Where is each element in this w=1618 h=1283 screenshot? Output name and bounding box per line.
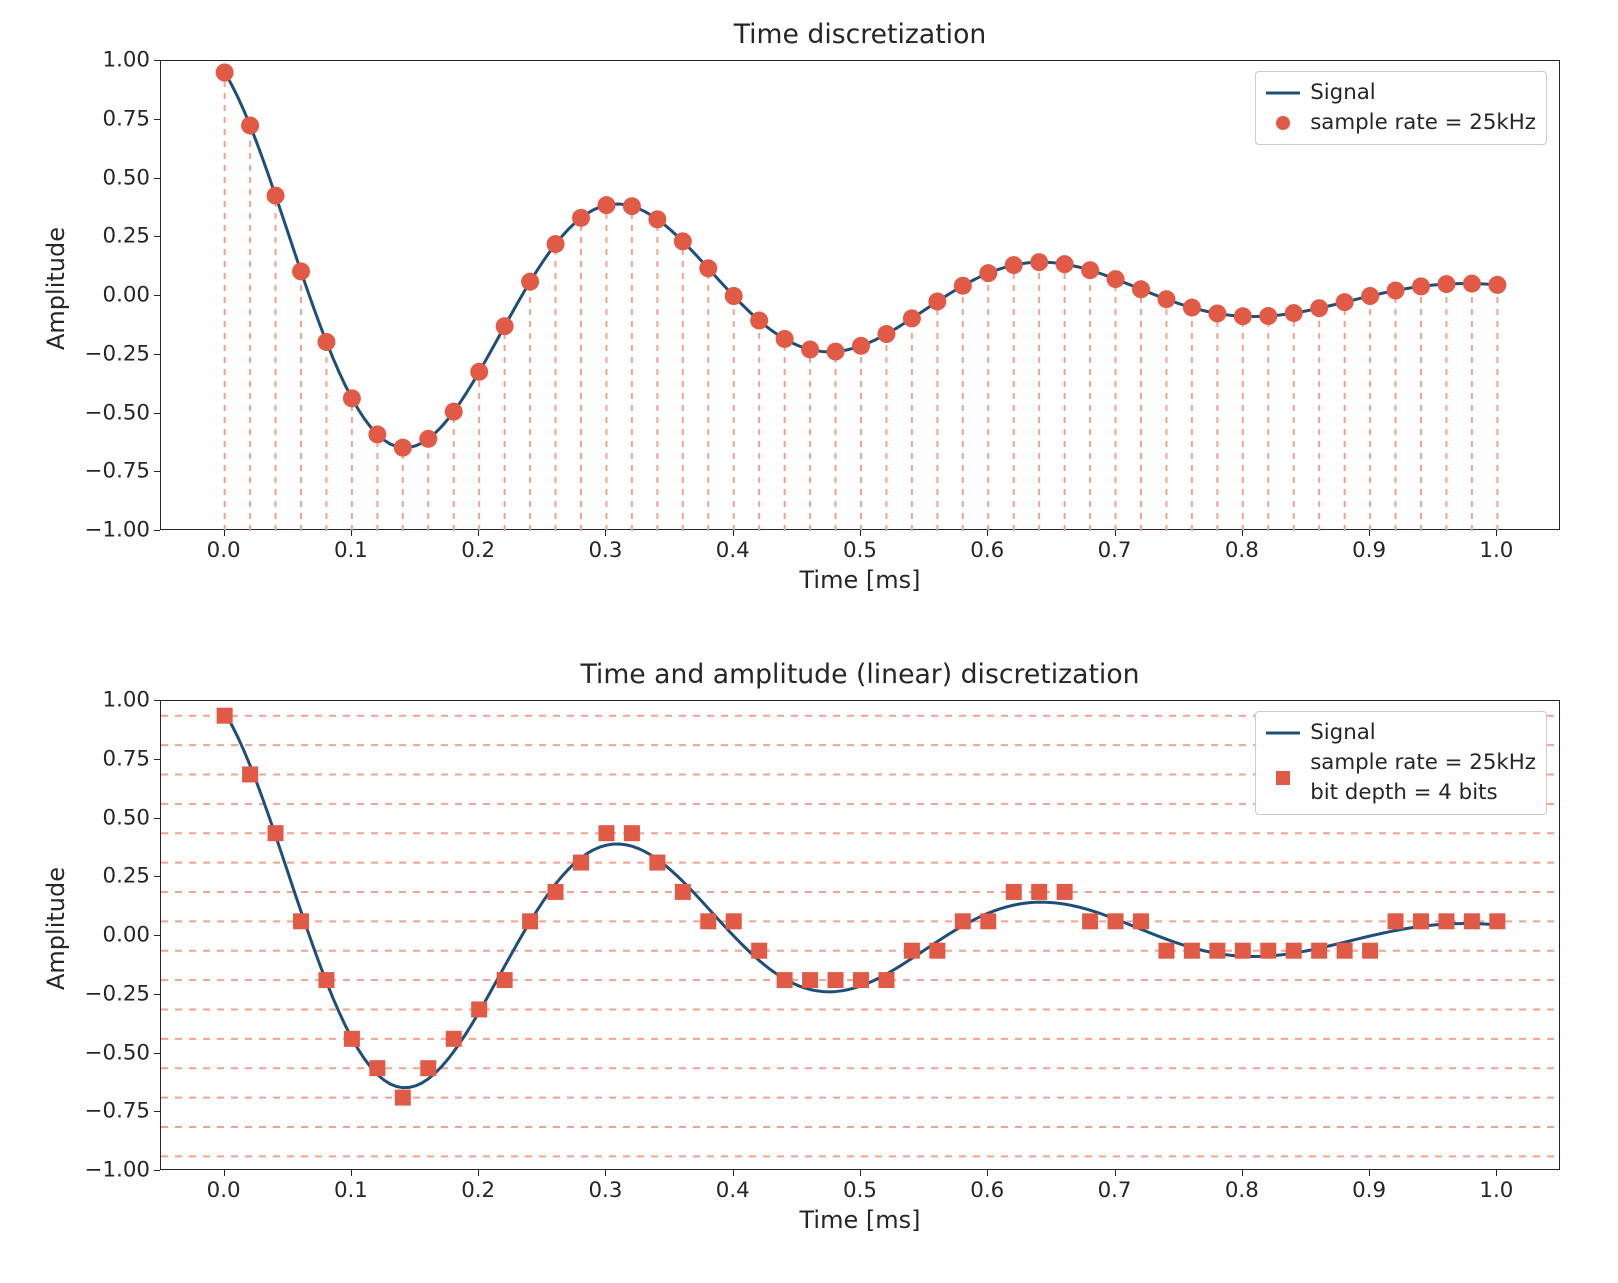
y-tick-label: 0.50 [103, 805, 151, 830]
y-tick-label: −0.50 [85, 1040, 150, 1065]
x-tick-label: 0.8 [1225, 538, 1259, 563]
legend-marker-icon [1266, 114, 1300, 132]
legend-line-icon [1266, 724, 1300, 742]
x-tick-label: 0.0 [207, 538, 241, 563]
x-tick-label: 0.6 [970, 1178, 1004, 1203]
legend: Signalsample rate = 25kHz [1255, 71, 1547, 145]
y-tick-label: −0.75 [85, 459, 150, 484]
x-tick-label: 0.9 [1352, 538, 1386, 563]
y-tick-label: 0.75 [103, 746, 151, 771]
x-tick-label: 0.9 [1352, 1178, 1386, 1203]
x-tick-label: 0.5 [843, 1178, 877, 1203]
plot-area: Signalsample rate = 25kHz bit depth = 4 … [160, 700, 1560, 1170]
x-tick-label: 0.5 [843, 538, 877, 563]
x-tick-label: 0.4 [716, 1178, 750, 1203]
y-axis-label: Amplitude [42, 227, 70, 350]
chart-title: Time discretization [160, 19, 1560, 50]
y-tick-label: 1.00 [103, 48, 151, 73]
x-axis-label: Time [ms] [160, 566, 1560, 594]
x-tick-label: 1.0 [1479, 1178, 1513, 1203]
y-tick-label: 0.00 [103, 923, 151, 948]
legend-label: sample rate = 25kHz bit depth = 4 bits [1310, 748, 1536, 808]
x-tick-label: 1.0 [1479, 538, 1513, 563]
legend-label: Signal [1310, 78, 1376, 108]
y-tick-label: 0.25 [103, 864, 151, 889]
x-tick-label: 0.2 [461, 1178, 495, 1203]
y-tick-label: −0.25 [85, 981, 150, 1006]
legend-entry: Signal [1266, 718, 1536, 748]
y-tick-label: −0.50 [85, 400, 150, 425]
x-tick-label: 0.3 [588, 538, 622, 563]
legend-marker-icon [1266, 769, 1300, 787]
legend-entry: Signal [1266, 78, 1536, 108]
legend-line-icon [1266, 84, 1300, 102]
y-tick-label: −0.25 [85, 341, 150, 366]
x-tick-label: 0.7 [1098, 538, 1132, 563]
x-tick-label: 0.7 [1098, 1178, 1132, 1203]
y-tick-label: 0.25 [103, 224, 151, 249]
x-tick-label: 0.1 [334, 1178, 368, 1203]
legend-label: sample rate = 25kHz [1310, 108, 1536, 138]
y-tick-label: −0.75 [85, 1099, 150, 1124]
x-tick-label: 0.3 [588, 1178, 622, 1203]
x-axis-label: Time [ms] [160, 1206, 1560, 1234]
legend-entry: sample rate = 25kHz [1266, 108, 1536, 138]
x-tick-label: 0.6 [970, 538, 1004, 563]
y-axis-label: Amplitude [42, 867, 70, 990]
plot-area: Signalsample rate = 25kHz [160, 60, 1560, 530]
x-tick-label: 0.8 [1225, 1178, 1259, 1203]
y-tick-label: −1.00 [85, 1158, 150, 1183]
y-tick-label: 0.75 [103, 106, 151, 131]
x-tick-label: 0.2 [461, 538, 495, 563]
x-tick-label: 0.4 [716, 538, 750, 563]
legend: Signalsample rate = 25kHz bit depth = 4 … [1255, 711, 1547, 815]
y-tick-label: 0.50 [103, 165, 151, 190]
y-tick-label: 1.00 [103, 688, 151, 713]
y-tick-label: −1.00 [85, 518, 150, 543]
x-tick-label: 0.1 [334, 538, 368, 563]
figure: Time discretization Amplitude Signalsamp… [0, 0, 1618, 1283]
legend-entry: sample rate = 25kHz bit depth = 4 bits [1266, 748, 1536, 808]
x-tick-label: 0.0 [207, 1178, 241, 1203]
y-tick-label: 0.00 [103, 283, 151, 308]
legend-label: Signal [1310, 718, 1376, 748]
chart-title: Time and amplitude (linear) discretizati… [160, 659, 1560, 690]
